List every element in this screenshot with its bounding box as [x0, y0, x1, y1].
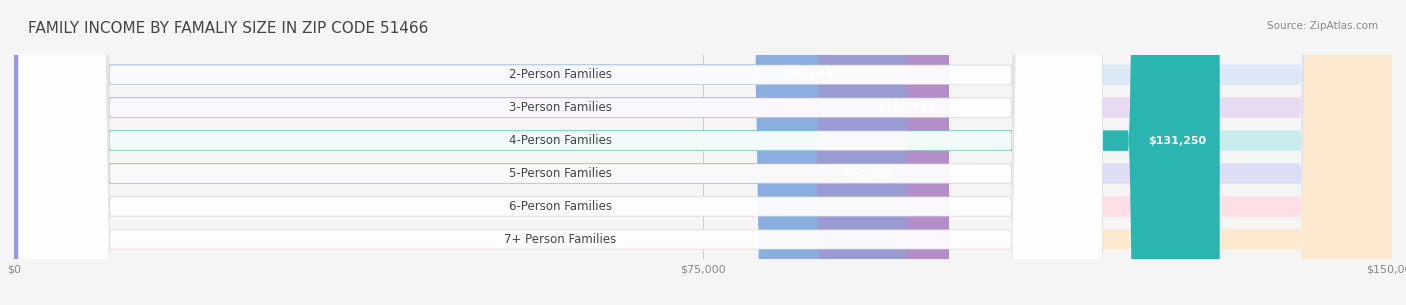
FancyBboxPatch shape [14, 0, 1219, 305]
Text: $90,583: $90,583 [782, 70, 832, 80]
FancyBboxPatch shape [18, 0, 1102, 305]
FancyBboxPatch shape [14, 0, 949, 305]
Text: $101,786: $101,786 [877, 103, 935, 113]
Text: 4-Person Families: 4-Person Families [509, 134, 612, 147]
FancyBboxPatch shape [14, 0, 1392, 305]
Text: 3-Person Families: 3-Person Families [509, 101, 612, 114]
FancyBboxPatch shape [14, 0, 907, 305]
FancyBboxPatch shape [14, 0, 1392, 305]
Text: $131,250: $131,250 [1147, 136, 1206, 145]
Text: $97,222: $97,222 [842, 169, 893, 178]
FancyBboxPatch shape [14, 0, 1392, 305]
Text: FAMILY INCOME BY FAMALIY SIZE IN ZIP CODE 51466: FAMILY INCOME BY FAMALIY SIZE IN ZIP COD… [28, 21, 429, 36]
Text: $0: $0 [44, 202, 58, 211]
Text: 5-Person Families: 5-Person Families [509, 167, 612, 180]
Text: $0: $0 [44, 235, 58, 245]
FancyBboxPatch shape [18, 0, 1102, 305]
FancyBboxPatch shape [18, 0, 1102, 305]
Text: 2-Person Families: 2-Person Families [509, 68, 612, 81]
FancyBboxPatch shape [14, 0, 1392, 305]
FancyBboxPatch shape [14, 0, 1392, 305]
FancyBboxPatch shape [18, 0, 1102, 305]
Text: 7+ Person Families: 7+ Person Families [505, 233, 617, 246]
FancyBboxPatch shape [18, 0, 1102, 305]
Text: Source: ZipAtlas.com: Source: ZipAtlas.com [1267, 21, 1378, 31]
Text: 6-Person Families: 6-Person Families [509, 200, 612, 213]
FancyBboxPatch shape [18, 0, 1102, 305]
FancyBboxPatch shape [14, 0, 1392, 305]
FancyBboxPatch shape [14, 0, 846, 305]
